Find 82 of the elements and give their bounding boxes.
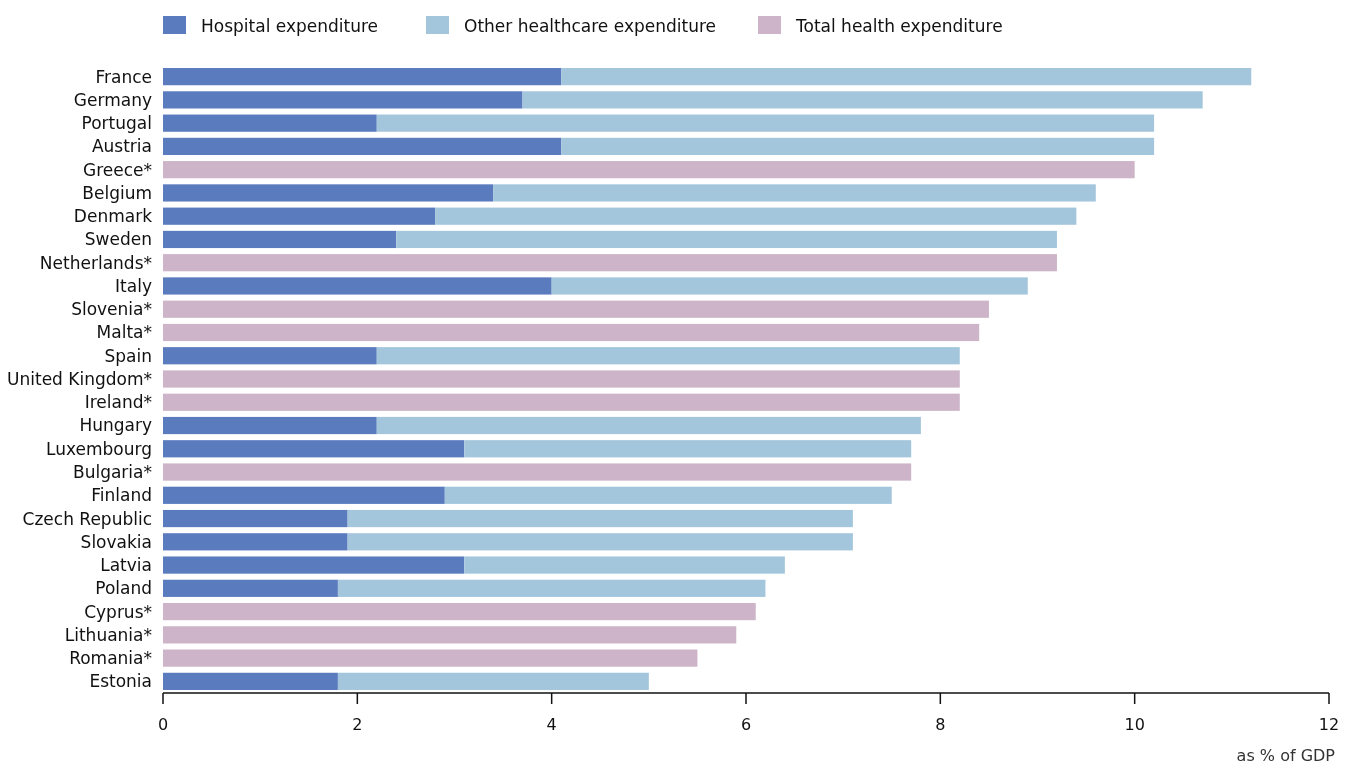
bar bbox=[337, 672, 649, 690]
bar bbox=[522, 91, 1203, 109]
bar bbox=[163, 347, 377, 365]
x-tick-label: 10 bbox=[1124, 715, 1145, 734]
bar bbox=[347, 533, 853, 551]
x-axis-title: as % of GDP bbox=[1236, 746, 1336, 765]
y-tick-label: Estonia bbox=[89, 671, 152, 692]
bar bbox=[163, 463, 912, 481]
bar bbox=[163, 68, 562, 86]
x-tick-label: 4 bbox=[546, 715, 557, 734]
bar bbox=[464, 556, 785, 574]
bar bbox=[163, 114, 377, 132]
bar bbox=[163, 137, 562, 156]
bar bbox=[376, 416, 921, 435]
x-tick-label: 0 bbox=[157, 715, 169, 734]
y-tick-label: Portugal bbox=[81, 113, 152, 134]
bar bbox=[163, 254, 1057, 272]
bar bbox=[163, 416, 377, 435]
x-tick-label: 6 bbox=[740, 715, 752, 734]
y-tick-label: United Kingdom* bbox=[7, 368, 152, 389]
y-tick-label: Hungary bbox=[79, 415, 152, 436]
bar bbox=[163, 486, 445, 504]
y-tick-label: Lithuania* bbox=[64, 624, 152, 645]
y-tick-label: Spain bbox=[104, 345, 152, 366]
bar bbox=[376, 347, 960, 365]
bar bbox=[376, 114, 1155, 132]
y-tick-label: Malta* bbox=[96, 322, 152, 343]
y-tick-label: Austria bbox=[91, 136, 152, 157]
y-tick-label: Latvia bbox=[100, 555, 152, 576]
bar bbox=[163, 323, 980, 342]
bar bbox=[444, 486, 892, 504]
y-tick-label: Poland bbox=[95, 578, 152, 599]
bar bbox=[551, 277, 1028, 295]
x-tick-label: 2 bbox=[352, 715, 363, 734]
bar bbox=[163, 672, 338, 690]
y-tick-label: Slovenia* bbox=[71, 299, 152, 320]
bar bbox=[163, 277, 552, 295]
bar bbox=[561, 68, 1252, 86]
bar bbox=[163, 602, 756, 621]
y-tick-label: Romania* bbox=[69, 648, 152, 669]
y-tick-label: Denmark bbox=[73, 206, 153, 227]
y-tick-label: France bbox=[95, 66, 152, 87]
legend-label: Hospital expenditure bbox=[201, 15, 379, 36]
y-tick-label: Finland bbox=[91, 485, 152, 506]
x-tick-label: 12 bbox=[1318, 715, 1340, 734]
bar bbox=[347, 509, 853, 528]
y-tick-label: Netherlands* bbox=[39, 252, 152, 273]
bar bbox=[396, 230, 1057, 249]
bar bbox=[163, 393, 960, 411]
bar bbox=[163, 579, 338, 597]
bar bbox=[464, 440, 912, 458]
bar bbox=[493, 184, 1096, 202]
bar bbox=[163, 509, 348, 528]
y-tick-label: Belgium bbox=[82, 182, 152, 203]
legend-label: Total health expenditure bbox=[795, 15, 1003, 36]
bar bbox=[163, 300, 989, 318]
y-tick-label: Luxembourg bbox=[46, 438, 152, 459]
y-tick-label: Ireland* bbox=[84, 392, 152, 413]
bar bbox=[163, 161, 1135, 179]
bar bbox=[561, 137, 1155, 156]
y-tick-label: Greece* bbox=[82, 159, 152, 180]
bar bbox=[163, 626, 737, 644]
x-tick-label: 8 bbox=[935, 715, 946, 734]
bar bbox=[163, 207, 436, 225]
bar bbox=[163, 370, 960, 388]
y-tick-label: Germany bbox=[73, 89, 152, 110]
y-tick-label: Cyprus* bbox=[84, 601, 152, 622]
bar bbox=[163, 91, 523, 109]
bar bbox=[163, 184, 494, 202]
y-tick-label: Italy bbox=[115, 275, 152, 296]
bar bbox=[163, 649, 698, 667]
y-tick-label: Slovakia bbox=[80, 531, 152, 552]
y-tick-label: Sweden bbox=[84, 229, 152, 250]
bar bbox=[163, 533, 348, 551]
legend-label: Other healthcare expenditure bbox=[464, 15, 717, 36]
y-tick-label: Bulgaria* bbox=[73, 461, 152, 482]
bar bbox=[435, 207, 1077, 225]
bar bbox=[163, 556, 465, 574]
bar bbox=[163, 440, 465, 458]
bar bbox=[163, 230, 397, 249]
y-tick-label: Czech Republic bbox=[22, 508, 152, 529]
bar bbox=[337, 579, 766, 597]
